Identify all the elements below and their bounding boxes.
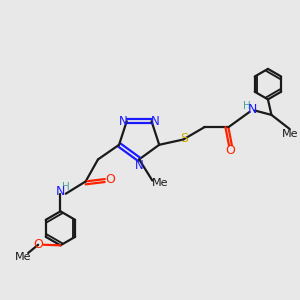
Text: N: N bbox=[119, 115, 128, 128]
Text: H: H bbox=[62, 182, 70, 192]
Text: S: S bbox=[180, 132, 188, 146]
Text: Me: Me bbox=[152, 178, 169, 188]
Text: Me: Me bbox=[282, 129, 298, 139]
Text: N: N bbox=[151, 115, 159, 128]
Text: N: N bbox=[135, 159, 143, 172]
Text: O: O bbox=[33, 238, 43, 251]
Text: N: N bbox=[56, 185, 65, 198]
Text: O: O bbox=[225, 144, 235, 157]
Text: Me: Me bbox=[15, 252, 31, 262]
Text: N: N bbox=[248, 103, 257, 116]
Text: H: H bbox=[243, 100, 250, 110]
Text: O: O bbox=[105, 172, 115, 186]
